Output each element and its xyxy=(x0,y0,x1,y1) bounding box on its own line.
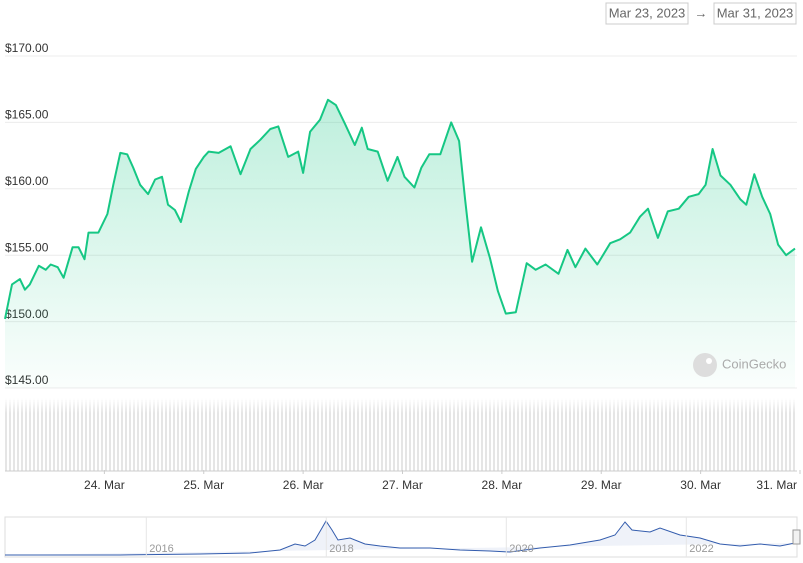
y-tick-label: $160.00 xyxy=(5,174,49,188)
navigator-line xyxy=(5,520,796,556)
navigator-tick-label: 2020 xyxy=(509,543,533,555)
x-tick-label: 25. Mar xyxy=(183,478,224,492)
x-tick-label: 31. Mar xyxy=(756,478,797,492)
navigator[interactable]: 2016 2018 2020 2022 xyxy=(4,516,801,558)
range-start-box[interactable] xyxy=(605,2,689,25)
x-tick-label: 28. Mar xyxy=(482,478,523,492)
range-end[interactable]: Mar 31, 2023 xyxy=(717,5,794,20)
navigator-handle[interactable] xyxy=(792,529,801,545)
x-tick-label: 27. Mar xyxy=(382,478,423,492)
navigator-tick-label: 2018 xyxy=(329,543,353,555)
y-tick-label: $170.00 xyxy=(5,41,49,55)
x-tick-label: 30. Mar xyxy=(680,478,721,492)
range-end-box[interactable] xyxy=(713,2,797,25)
navigator-tick-label: 2016 xyxy=(149,543,173,555)
range-start[interactable]: Mar 23, 2023 xyxy=(609,5,686,20)
watermark: CoinGecko xyxy=(693,353,786,377)
range-arrow: → xyxy=(695,5,708,20)
area xyxy=(5,99,796,389)
x-tick-label: 26. Mar xyxy=(283,478,324,492)
x-tick-label: 29. Mar xyxy=(581,478,622,492)
y-tick-label: $155.00 xyxy=(5,240,49,254)
x-tick-label: 24. Mar xyxy=(84,478,125,492)
y-tick-label: $165.00 xyxy=(5,108,49,122)
volume-backdrop xyxy=(5,398,797,471)
navigator-tick-label: 2022 xyxy=(689,543,713,555)
credit: CoinGecko xyxy=(722,356,786,371)
price-line xyxy=(4,98,796,320)
